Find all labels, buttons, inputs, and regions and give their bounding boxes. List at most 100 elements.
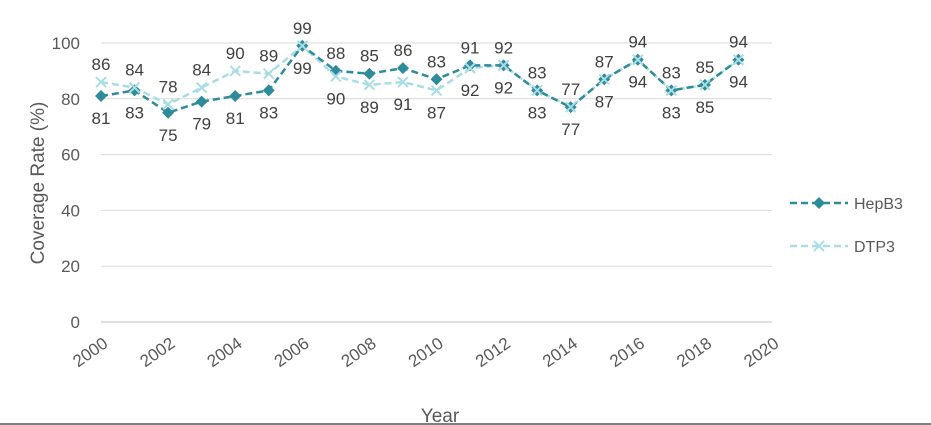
hepb3-point-2003 (195, 95, 208, 108)
hepb3-label-2011: 92 (461, 81, 480, 100)
dtp3-label-2010: 83 (427, 52, 446, 71)
dtp3-point-2008 (363, 79, 376, 91)
x-tick-label-2002: 2002 (137, 334, 179, 371)
hepb3-label-2017: 83 (662, 103, 681, 122)
hepb3-label-2004: 81 (226, 109, 245, 128)
hepb3-label-2012: 92 (494, 78, 513, 97)
hepb3-label-2018: 85 (695, 98, 714, 117)
hepb3-label-2002: 75 (159, 126, 178, 145)
x-tick-label-2000: 2000 (69, 334, 111, 371)
dtp3-label-2011: 91 (461, 38, 480, 57)
dtp3-point-2002 (162, 98, 174, 111)
x-tick-label-2008: 2008 (338, 334, 380, 371)
hepb3-label-2001: 83 (125, 103, 144, 122)
series-group (95, 39, 745, 119)
dtp3-label-2018: 85 (695, 58, 714, 77)
hepb3-point-2010 (430, 73, 443, 86)
hepb3-point-2011 (464, 59, 477, 72)
hepb3-point-2009 (396, 62, 409, 75)
dtp3-label-2002: 78 (159, 77, 178, 96)
dtp3-point-2019 (732, 54, 745, 66)
dtp3-label-2015: 87 (595, 52, 614, 71)
dtp3-point-2000 (95, 76, 107, 88)
dtp3-point-2013 (531, 84, 543, 97)
dtp3-point-2001 (128, 81, 141, 94)
legend-marker-dtp3 (813, 240, 825, 252)
y-tick-label-100: 100 (52, 34, 80, 53)
dtp3-label-2016: 94 (628, 33, 647, 52)
dtp3-point-2017 (665, 84, 678, 97)
y-axis-title: Coverage Rate (%) (28, 102, 49, 265)
dtp3-label-2004: 90 (226, 44, 245, 63)
dtp3-label-2008: 85 (360, 47, 379, 66)
hepb3-point-2005 (262, 84, 275, 97)
dtp3-point-2009 (397, 76, 409, 88)
y-tick-label-40: 40 (61, 201, 80, 220)
hepb3-point-2001 (128, 84, 141, 97)
dtp3-label-2019: 94 (729, 33, 748, 52)
dtp3-label-2005: 89 (259, 47, 278, 66)
dtp3-point-2015 (598, 73, 610, 85)
hepb3-label-2019: 94 (729, 73, 748, 92)
hepb3-point-2000 (95, 90, 107, 103)
legend-marker-hepb3 (813, 197, 825, 209)
dtp3-point-2007 (330, 70, 342, 83)
series-line-hepb3 (100, 44, 740, 115)
x-tick-label-2016: 2016 (606, 334, 648, 371)
legend: HepB3 DTP3 (790, 196, 903, 256)
hepb3-label-2007: 90 (326, 89, 345, 108)
hepb3-label-2009: 91 (393, 95, 412, 114)
y-tick-label-60: 60 (61, 146, 80, 165)
x-tick-label-2010: 2010 (405, 334, 447, 371)
dtp3-label-2012: 92 (494, 38, 513, 57)
x-tick-label-2020: 2020 (740, 334, 782, 371)
x-tick-label-2012: 2012 (472, 334, 514, 371)
dtp3-label-2009: 86 (393, 41, 412, 60)
hepb3-label-2015: 87 (595, 92, 614, 111)
dtp3-label-2017: 83 (662, 63, 681, 82)
hepb3-label-2016: 94 (628, 73, 647, 92)
dtp3-label-2001: 84 (125, 61, 144, 80)
hepb3-label-2008: 89 (360, 98, 379, 117)
y-tick-label-0: 0 (71, 313, 80, 332)
hepb3-label-2003: 79 (192, 115, 211, 134)
x-tick-label-2006: 2006 (271, 334, 313, 371)
dtp3-point-2006 (296, 40, 309, 52)
hepb3-point-2002 (162, 106, 175, 119)
dtp3-point-2003 (195, 81, 208, 94)
dtp3-point-2016 (632, 54, 644, 66)
dtp3-label-2007: 88 (326, 44, 345, 63)
hepb3-point-2004 (229, 90, 242, 103)
dtp3-point-2012 (497, 59, 510, 72)
hepb3-label-2010: 87 (427, 103, 446, 122)
dtp3-label-2013: 83 (528, 63, 547, 82)
dtp3-point-2014 (564, 101, 577, 113)
dtp3-label-2006: 99 (293, 19, 312, 38)
y-tick-label-20: 20 (61, 257, 80, 276)
dtp3-label-2000: 86 (92, 55, 111, 74)
hepb3-label-2014: 77 (561, 120, 580, 139)
legend-label-hepb3: HepB3 (854, 196, 903, 213)
bottom-divider (0, 423, 931, 425)
x-tick-label-2014: 2014 (539, 334, 581, 371)
y-tick-label-80: 80 (61, 90, 80, 109)
series-line-dtp3 (100, 44, 740, 109)
dtp3-label-2014: 77 (561, 80, 580, 99)
dtp3-point-2011 (464, 62, 476, 74)
hepb3-label-2000: 81 (92, 109, 111, 128)
hepb3-label-2006: 99 (293, 59, 312, 78)
dtp3-point-2004 (229, 65, 241, 77)
legend-label-dtp3: DTP3 (854, 239, 895, 256)
x-tick-label-2018: 2018 (673, 334, 715, 371)
data-labels: 86 81 84 83 78 75 84 79 90 81 89 83 99 99 88 90 85 89 86 91… (92, 19, 748, 145)
hepb3-label-2013: 83 (528, 103, 547, 122)
x-tick-label-2004: 2004 (204, 334, 246, 371)
dtp3-label-2003: 84 (192, 61, 211, 80)
dtp3-point-2010 (430, 84, 443, 97)
hepb3-point-2008 (363, 67, 376, 80)
x-axis-title: Year (421, 406, 460, 425)
hepb3-label-2005: 83 (259, 103, 278, 122)
dtp3-point-2005 (263, 67, 275, 80)
dtp3-point-2018 (699, 79, 711, 91)
